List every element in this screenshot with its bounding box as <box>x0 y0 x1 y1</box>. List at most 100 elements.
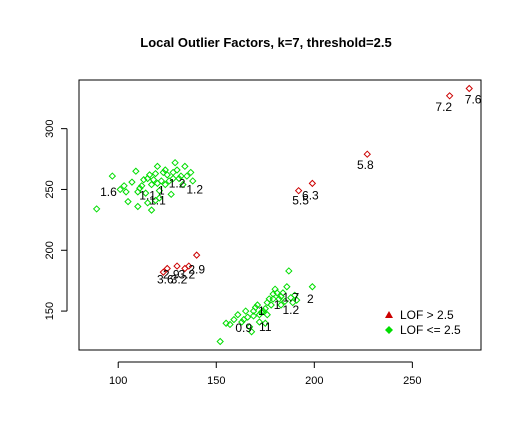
outlier-point <box>185 262 193 270</box>
inlier-point <box>187 168 195 177</box>
lof-value-label: 1.2 <box>169 176 186 190</box>
x-tick-label: 150 <box>207 375 225 387</box>
point-labels: 7.27.65.86.35.51.6 1.11.111.2 1.22.92.9 3.2… <box>100 92 482 335</box>
plot-frame <box>78 79 482 351</box>
inlier-point <box>177 172 185 180</box>
lof-value-label: 5.5 <box>292 193 309 207</box>
inlier-point <box>226 320 234 329</box>
inlier-point <box>120 182 128 190</box>
chart-title: Local Outlier Factors, k=7, threshold=2.… <box>140 35 391 50</box>
x-tick-label: 100 <box>109 375 127 387</box>
lof-value-label: 3.2 <box>171 272 188 286</box>
lof-value-label: 3.6 <box>157 272 174 286</box>
lof-value-label: 0.9 <box>235 321 252 335</box>
inlier-point <box>167 190 175 199</box>
inlier-point <box>179 180 187 189</box>
inlier-point <box>140 176 148 184</box>
outlier-point <box>173 262 181 270</box>
inlier-point <box>292 296 301 304</box>
inlier-point <box>281 297 289 306</box>
lof-value-label: 6.3 <box>302 189 319 203</box>
inlier-point <box>249 312 258 320</box>
outlier-point <box>294 186 303 195</box>
inlier-point <box>161 180 169 189</box>
inlier-point <box>261 304 270 313</box>
inlier-point <box>159 168 168 177</box>
lof-value-label: 1 <box>274 298 281 312</box>
inlier-point <box>259 307 268 315</box>
lof-value-label: 2 <box>307 292 314 306</box>
inlier-point <box>277 301 285 309</box>
inlier-point <box>241 307 250 315</box>
inlier-point <box>122 188 130 196</box>
inlier-point <box>134 202 142 211</box>
lof-value-label: 7.6 <box>465 92 482 106</box>
inlier-point <box>261 319 270 327</box>
inlier-point <box>149 176 158 184</box>
outlier-point <box>159 268 168 276</box>
legend-triangle-icon <box>385 311 393 318</box>
inlier-point <box>136 184 144 192</box>
inlier-point <box>267 301 275 309</box>
inlier-point <box>151 169 160 178</box>
inlier-point <box>155 194 164 202</box>
lof-value-label: 1 <box>258 304 265 318</box>
x-tick-label: 200 <box>305 375 323 387</box>
legend-label: LOF > 2.5 <box>400 308 454 322</box>
y-tick-label: 200 <box>44 241 56 259</box>
inlier-point <box>143 199 152 207</box>
inlier-point <box>238 318 246 326</box>
lof-value-label: 1.1 <box>149 193 166 207</box>
y-axis: 150 200 250 300 <box>44 119 68 320</box>
inlier-point <box>175 174 183 183</box>
inlier-point <box>253 301 262 309</box>
inlier-point <box>189 177 197 185</box>
y-tick-label: 150 <box>44 302 56 320</box>
lof-value-label: 5.8 <box>357 158 374 172</box>
inlier-point <box>249 307 258 315</box>
inlier-point <box>234 311 242 319</box>
inlier-point <box>145 171 154 179</box>
inlier-point <box>247 328 256 336</box>
legend-diamond-icon <box>385 326 393 334</box>
lof-value-label: 1 <box>158 184 165 198</box>
inlier-point <box>308 283 317 291</box>
inlier-point <box>173 166 181 174</box>
inlier-point <box>269 290 277 298</box>
inlier-point <box>147 206 156 214</box>
inlier-point <box>222 319 230 327</box>
lof-value-label: 1.2 <box>186 182 203 196</box>
inlier-point <box>141 189 150 197</box>
outlier-point <box>465 84 473 93</box>
inlier-point <box>243 313 252 321</box>
inlier-point <box>183 172 191 180</box>
lof-value-label: 1.6 <box>100 185 117 199</box>
inlier-point <box>161 166 169 174</box>
lof-value-label: 11 <box>259 320 272 334</box>
data-points <box>92 84 473 346</box>
inlier-point <box>147 180 156 189</box>
inlier-point <box>255 311 264 319</box>
inlier-point <box>153 162 162 171</box>
inlier-point <box>269 295 277 303</box>
y-tick-label: 250 <box>44 180 56 198</box>
inlier-point <box>255 318 264 326</box>
inlier-point <box>230 315 238 324</box>
inlier-point <box>283 283 291 291</box>
lof-value-label: 3.2 <box>179 268 196 282</box>
inlier-point <box>285 267 293 275</box>
inlier-point <box>108 172 117 180</box>
inlier-point <box>163 171 171 179</box>
inlier-point <box>92 205 101 213</box>
lof-value-label: 2.9 <box>188 263 205 277</box>
x-axis: 100 150 200 250 <box>109 361 422 387</box>
outlier-point <box>363 150 371 158</box>
inlier-point <box>216 337 224 346</box>
outlier-point <box>163 264 171 273</box>
lof-value-label: 2.9 <box>163 268 180 282</box>
inlier-point <box>263 311 271 319</box>
inlier-point <box>132 167 140 175</box>
outlier-point <box>192 251 201 259</box>
